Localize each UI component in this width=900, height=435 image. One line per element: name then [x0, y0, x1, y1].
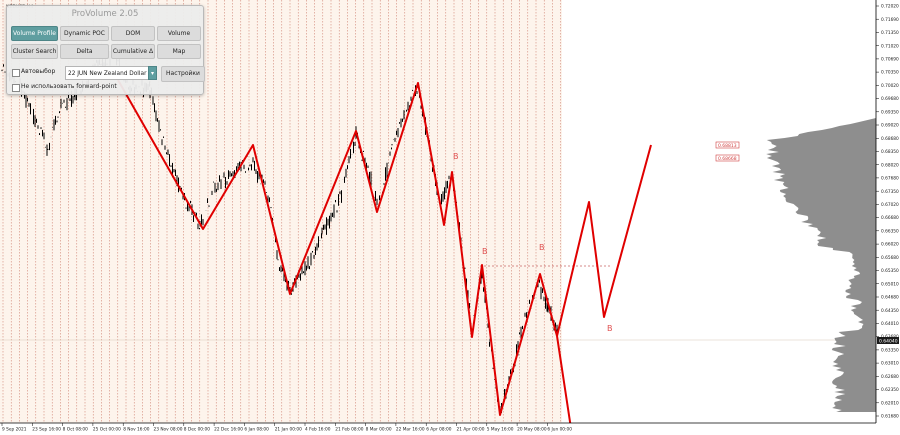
price-tick-label: 0.65010 — [881, 281, 899, 287]
price-tick-label: 0.70020 — [881, 83, 899, 89]
price-tick-label: 0.72020 — [881, 4, 899, 10]
price-tick-label: 0.65350 — [881, 268, 899, 274]
volume-profile-button[interactable]: Volume Profile — [11, 26, 58, 41]
price-tick-label: 0.67350 — [881, 189, 899, 195]
time-tick-label: 23 Nov 08:00 — [154, 427, 183, 433]
time-tick-label: 8 Dec 00:00 — [184, 427, 210, 433]
dynamic-poc-button[interactable]: Dynamic POC — [60, 26, 109, 41]
wave-pattern-line — [117, 79, 652, 435]
price-tick-label: 0.64010 — [881, 321, 899, 327]
price-tick-label: 0.69020 — [881, 123, 899, 129]
map-button[interactable]: Map — [157, 44, 201, 59]
svg-text:0.68668: 0.68668 — [718, 156, 737, 162]
time-tick-label: 21 Apr 00:00 — [457, 427, 485, 433]
level-tags: 0.68813 0.68668 — [715, 141, 740, 162]
time-tick-label: 6 Jan 08:00 — [244, 427, 269, 433]
time-tick-label: 23 Sep 16:00 — [32, 427, 61, 433]
price-tick-label: 0.68680 — [881, 136, 899, 142]
time-tick-label: 6 Jun 00:00 — [547, 427, 572, 433]
forward-point-checkbox[interactable] — [12, 84, 20, 92]
level-tag — [715, 141, 740, 149]
price-tick-label: 0.66020 — [881, 242, 899, 248]
settings-button[interactable]: Настройки — [161, 66, 205, 82]
price-tick-label: 0.68350 — [881, 149, 899, 155]
symbol-select[interactable]: 22 JUN New Zealand Dollar — [65, 66, 149, 80]
autoselect-checkbox[interactable] — [12, 69, 20, 77]
panel-title: ProVolume 2.05 — [71, 9, 139, 19]
volume-profile — [766, 118, 876, 412]
price-tick-label: 0.62010 — [881, 400, 899, 406]
current-price-tag — [877, 337, 899, 344]
time-tick-label: 21 Jan 00:00 — [275, 427, 302, 433]
wave-labels: B B B B — [453, 152, 613, 333]
time-tick-label: 5 May 16:00 — [487, 427, 514, 433]
price-tick-label: 0.65680 — [881, 255, 899, 261]
time-tick-label: 8 Oct 08:00 — [63, 427, 89, 433]
price-tick-label: 0.62680 — [881, 374, 899, 380]
time-tick-label: 22 Mar 16:00 — [396, 427, 425, 433]
price-tick-label: 0.61680 — [881, 414, 899, 420]
level-tag — [715, 154, 740, 162]
forward-point-label: Не использовать forward-point — [21, 83, 117, 90]
price-axis-bg — [876, 0, 900, 435]
provolume-panel[interactable]: ProVolume 2.05 Volume Profile Dynamic PO… — [6, 5, 205, 95]
price-tick-label: 0.62350 — [881, 387, 899, 393]
wave-label: B — [539, 243, 545, 252]
cluster-search-button[interactable]: Cluster Search — [11, 44, 58, 59]
svg-text:0.68813: 0.68813 — [718, 143, 737, 149]
price-tick-label: 0.71690 — [881, 17, 899, 23]
volume-button[interactable]: Volume — [157, 26, 201, 41]
time-axis: 9 Sep 2021 23 Sep 16:00 8 Oct 08:00 25 Oct … — [1, 423, 572, 433]
price-tick-label: 0.66350 — [881, 228, 899, 234]
wave-label: B — [482, 247, 488, 256]
time-tick-label: 4 Feb 16:00 — [305, 427, 331, 433]
price-tick-label: 0.66680 — [881, 215, 899, 221]
wave-label: B — [607, 324, 613, 333]
price-tick-label: 0.67020 — [881, 202, 899, 208]
cumulative-delta-button[interactable]: Cumulative Δ — [111, 44, 155, 59]
price-tick-label: 0.69350 — [881, 109, 899, 115]
price-tick-label: 0.67680 — [881, 176, 899, 182]
time-tick-label: 8 Nov 16:00 — [123, 427, 150, 433]
time-tick-label: 20 May 08:00 — [517, 427, 547, 433]
time-tick-label: 21 Feb 08:00 — [335, 427, 363, 433]
dom-button[interactable]: DOM — [111, 26, 155, 41]
price-tick-label: 0.71020 — [881, 43, 899, 49]
time-tick-label: 22 Dec 16:00 — [214, 427, 243, 433]
autoselect-label: Автовыбор — [21, 68, 56, 75]
price-tick-label: 0.68020 — [881, 162, 899, 168]
price-tick-label: 0.69680 — [881, 96, 899, 102]
price-tick-label: 0.70350 — [881, 70, 899, 76]
price-tick-label: 0.71350 — [881, 30, 899, 36]
time-tick-label: 25 Oct 00:00 — [93, 427, 121, 433]
delta-button[interactable]: Delta — [60, 44, 109, 59]
price-tick-label: 0.63010 — [881, 361, 899, 367]
price-tick-label: 0.70690 — [881, 57, 899, 63]
wave-label: B — [453, 152, 459, 161]
current-price-label: 0.64040 — [879, 339, 898, 345]
time-tick-label: 9 Sep 2021 — [2, 427, 27, 433]
price-tick-label: 0.63350 — [881, 348, 899, 354]
price-tick-label: 0.64680 — [881, 295, 899, 301]
chevron-down-icon[interactable]: ▾ — [148, 66, 157, 80]
time-tick-label: 8 Mar 00:00 — [366, 427, 392, 433]
time-tick-label: 6 Apr 08:00 — [426, 427, 452, 433]
price-tick-label: 0.64350 — [881, 308, 899, 314]
time-axis-bg — [0, 423, 900, 435]
